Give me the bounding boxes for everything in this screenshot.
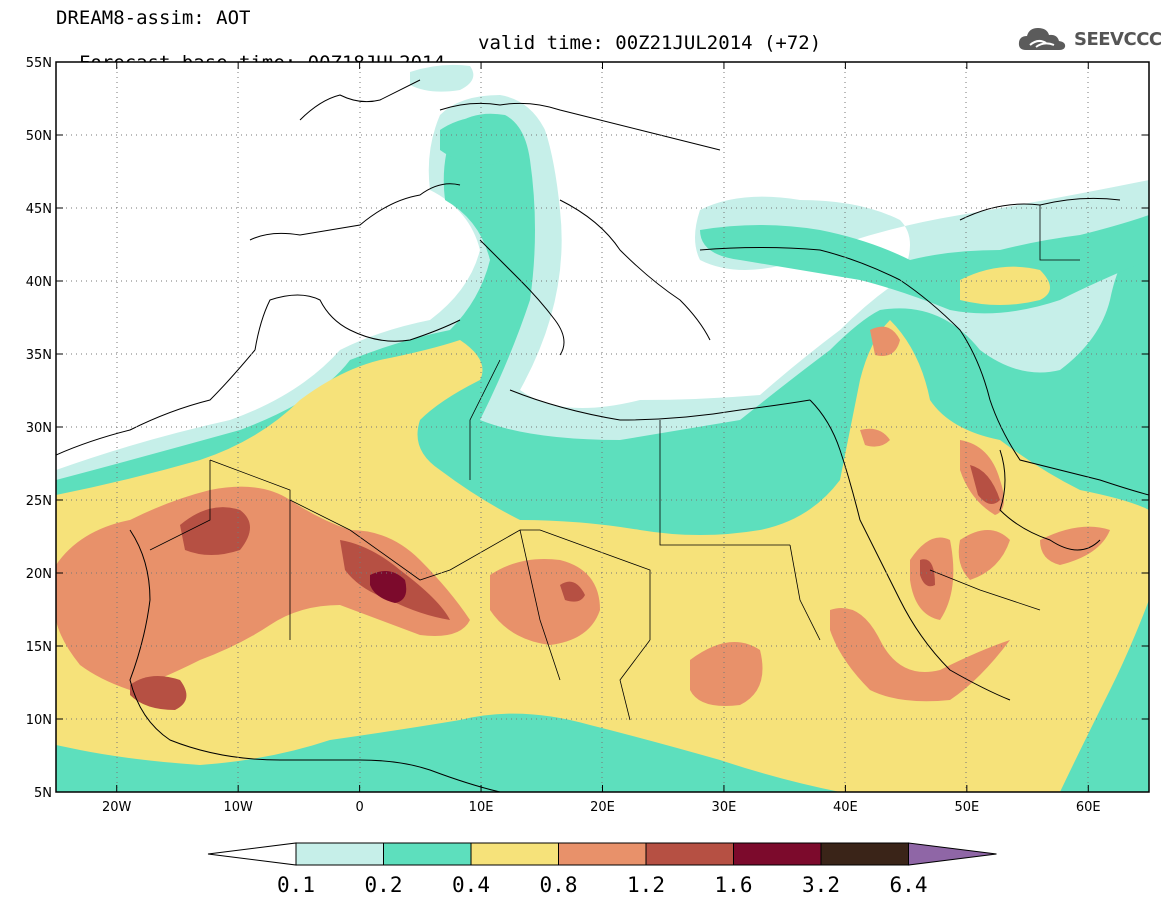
colorbar-right-triangle bbox=[908, 842, 997, 866]
y-axis: 55N 50N 45N 40N 35N 30N 25N 20N 15N 10N 5N bbox=[26, 56, 1149, 801]
y-tick-label: 30N bbox=[26, 421, 52, 436]
graticule bbox=[56, 62, 1149, 792]
aot-level-1.6 bbox=[370, 571, 407, 603]
valid-time-label: valid time: 00Z21JUL2014 (+72) bbox=[478, 32, 822, 54]
x-tick-label: 50E bbox=[954, 800, 979, 815]
colorbar-label: 0.4 bbox=[452, 873, 490, 897]
colorbar-label: 3.2 bbox=[802, 873, 840, 897]
y-tick-label: 5N bbox=[34, 786, 52, 801]
colorbar-box bbox=[558, 842, 647, 866]
x-tick-label: 30E bbox=[712, 800, 737, 815]
borders bbox=[149, 205, 1080, 721]
aot-field bbox=[56, 62, 1149, 792]
colorbar-label: 0.2 bbox=[365, 873, 403, 897]
cloud-icon bbox=[1018, 28, 1066, 50]
x-tick-label: 20W bbox=[102, 800, 132, 815]
seevccc-logo: SEEVCCC bbox=[1016, 22, 1162, 56]
map-title: DREAM8-assim: AOT bbox=[56, 7, 251, 29]
colorbar-box bbox=[820, 842, 909, 866]
y-tick-label: 55N bbox=[26, 56, 52, 71]
colorbar: 0.1 0.2 0.4 0.8 1.2 1.6 3.2 6.4 bbox=[207, 842, 997, 897]
colorbar-box bbox=[383, 842, 472, 866]
y-tick-label: 20N bbox=[26, 567, 52, 582]
y-tick-label: 50N bbox=[26, 129, 52, 144]
colorbar-label: 1.6 bbox=[715, 873, 753, 897]
x-tick-label: 60E bbox=[1076, 800, 1101, 815]
y-tick-label: 25N bbox=[26, 494, 52, 509]
colorbar-box bbox=[470, 842, 559, 866]
x-tick-label: 10W bbox=[223, 800, 253, 815]
y-tick-label: 35N bbox=[26, 348, 52, 363]
y-tick-label: 40N bbox=[26, 275, 52, 290]
x-axis: 20W 10W 0 10E 20E 30E 40E 50E 60E bbox=[102, 62, 1101, 815]
x-tick-label: 10E bbox=[469, 800, 494, 815]
colorbar-box bbox=[295, 842, 384, 866]
y-tick-label: 45N bbox=[26, 202, 52, 217]
coastlines bbox=[56, 79, 1149, 792]
colorbar-label: 0.8 bbox=[540, 873, 578, 897]
colorbar-label: 1.2 bbox=[627, 873, 665, 897]
logo-text: SEEVCCC bbox=[1074, 28, 1162, 50]
y-tick-label: 10N bbox=[26, 713, 52, 728]
x-tick-label: 0 bbox=[355, 800, 363, 815]
x-tick-label: 40E bbox=[833, 800, 858, 815]
colorbar-box bbox=[645, 842, 734, 866]
colorbar-box bbox=[733, 842, 822, 866]
colorbar-label: 0.1 bbox=[277, 873, 315, 897]
y-tick-label: 15N bbox=[26, 640, 52, 655]
colorbar-label: 6.4 bbox=[890, 873, 928, 897]
colorbar-left-triangle bbox=[207, 842, 297, 866]
x-tick-label: 20E bbox=[590, 800, 615, 815]
